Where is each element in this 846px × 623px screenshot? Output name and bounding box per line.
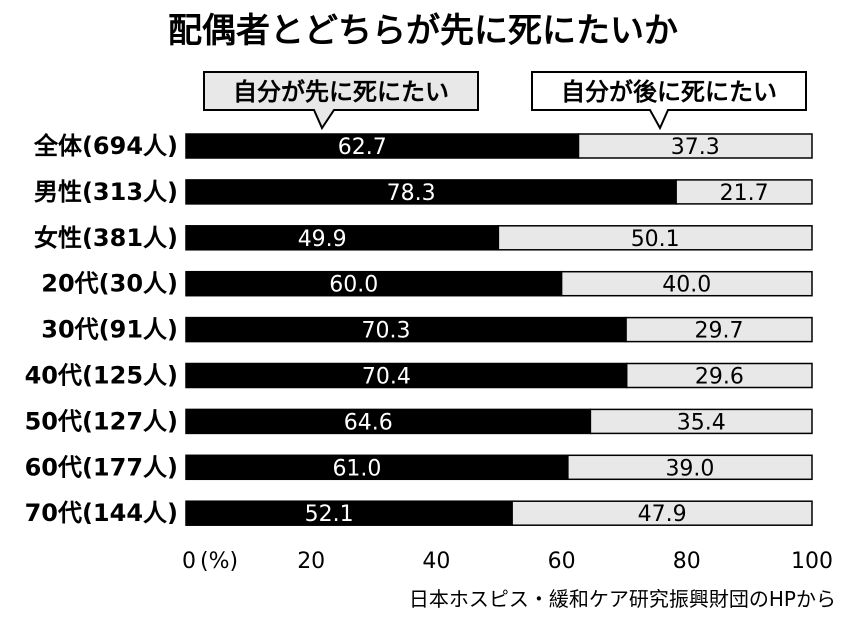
data-label-first-die: 70.3	[362, 319, 411, 344]
row-label: 男性(313人)	[34, 178, 178, 206]
x-tick-label: 20	[297, 549, 325, 574]
bar-segment-later-die	[625, 362, 813, 389]
bar-segment-later-die	[589, 408, 813, 435]
bar-row: 20代(30人) 60.0 40.0	[41, 270, 813, 298]
data-label-later-die: 21.7	[720, 181, 769, 206]
bar-row: 男性(313人) 78.3 21.7	[34, 178, 813, 206]
bar-row: 30代(91人) 70.3 29.7	[41, 316, 813, 344]
data-label-first-die: 62.7	[338, 135, 387, 160]
data-label-first-die: 61.0	[332, 456, 381, 481]
x-tick-label: 80	[673, 549, 701, 574]
row-label: 全体(694人)	[33, 132, 178, 160]
data-label-later-die: 50.1	[631, 227, 680, 252]
data-label-later-die: 29.6	[695, 365, 744, 390]
legend-first-die-label: 自分が先に死にたい	[233, 78, 449, 106]
bar-row: 60代(177人) 61.0 39.0	[25, 453, 813, 481]
row-label: 20代(30人)	[41, 270, 178, 298]
data-label-later-die: 29.7	[695, 319, 744, 344]
bar-segment-later-die	[497, 225, 813, 251]
bar-row: 40代(125人) 70.4 29.6	[25, 362, 813, 390]
data-label-later-die: 40.0	[662, 273, 711, 298]
data-label-first-die: 52.1	[305, 502, 354, 527]
row-label: 70代(144人)	[25, 499, 178, 527]
legend-first-die-callout	[203, 71, 479, 131]
x-tick-label: 100	[791, 549, 833, 574]
x-tick-label: 0	[182, 549, 196, 574]
bar-row: 女性(381人) 49.9 50.1	[34, 224, 813, 252]
bar-segment-later-die	[511, 500, 813, 526]
bar-segment-later-die	[577, 133, 813, 159]
data-label-later-die: 39.0	[665, 456, 714, 481]
row-label: 30代(91人)	[41, 316, 178, 344]
legend-later-die: 自分が後に死にたい	[531, 71, 807, 131]
data-label-later-die: 37.3	[671, 135, 720, 160]
data-label-first-die: 70.4	[362, 365, 411, 390]
row-label: 女性(381人)	[34, 224, 178, 252]
data-label-first-die: 78.3	[387, 181, 436, 206]
bar-row: 50代(127人) 64.6 35.4	[25, 407, 813, 435]
bar-segment-first-die	[185, 362, 628, 389]
data-label-later-die: 47.9	[638, 502, 687, 527]
row-label: 60代(177人)	[25, 453, 178, 481]
bar-segment-later-die	[560, 270, 813, 297]
source-note: 日本ホスピス・緩和ケア研究振興財団のHPから	[409, 587, 836, 611]
x-tick-label: 60	[548, 549, 576, 574]
x-axis: 0 20 40 60 80 100 (%)	[182, 549, 833, 574]
row-label: 40代(125人)	[25, 362, 178, 390]
bar-rows: 全体(694人) 62.7 37.3 男性(313人) 78.3 21.7 女性(381人)…	[25, 132, 813, 527]
legend-first-die: 自分が先に死にたい	[203, 71, 479, 131]
bar-row: 70代(144人) 52.1 47.9	[25, 499, 813, 527]
bar-segment-later-die	[625, 316, 813, 343]
x-axis-unit: (%)	[200, 549, 238, 574]
bar-segment-later-die	[675, 179, 813, 205]
row-label: 50代(127人)	[25, 407, 178, 435]
bar-row: 全体(694人) 62.7 37.3	[33, 132, 813, 160]
legend-later-die-callout	[531, 71, 807, 131]
legend-later-die-label: 自分が後に死にたい	[561, 78, 777, 106]
data-label-later-die: 35.4	[677, 410, 726, 435]
chart-title: 配偶者とどちらが先に死にたいか	[168, 11, 678, 51]
bar-segment-later-die	[567, 454, 813, 481]
data-label-first-die: 60.0	[329, 273, 378, 298]
data-label-first-die: 49.9	[298, 227, 347, 252]
data-label-first-die: 64.6	[344, 410, 393, 435]
x-tick-label: 40	[422, 549, 450, 574]
bar-segment-first-die	[185, 408, 592, 435]
bar-segment-first-die	[185, 179, 677, 205]
legend: 自分が先に死にたい 自分が後に死にたい	[203, 71, 807, 131]
bar-segment-first-die	[185, 133, 580, 159]
